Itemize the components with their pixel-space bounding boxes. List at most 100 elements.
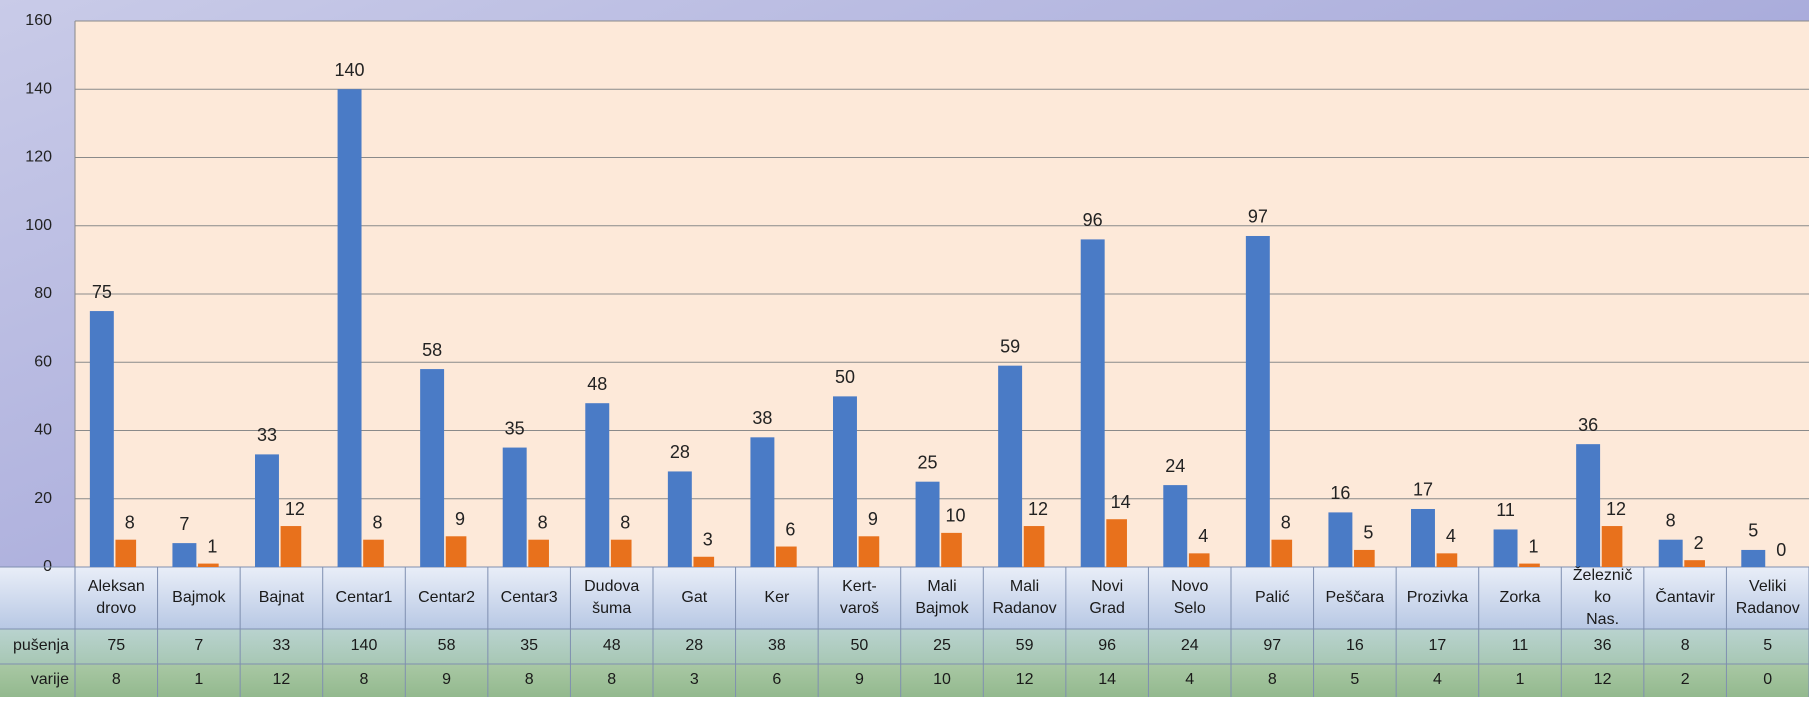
bar	[693, 556, 715, 567]
bar	[750, 437, 775, 567]
table-cell: 6	[772, 671, 781, 688]
x-tick-label: Železnič ko Nas.	[1573, 565, 1633, 628]
data-label: 8	[620, 512, 630, 532]
data-label: 12	[1606, 499, 1626, 519]
data-label: 16	[1330, 483, 1350, 503]
bar	[1436, 553, 1458, 567]
x-tick-label: Novo Selo	[1171, 578, 1208, 617]
table-cell: 25	[933, 637, 951, 654]
bar	[172, 543, 197, 567]
data-label: 48	[587, 374, 607, 394]
data-label: 11	[1496, 500, 1515, 520]
data-label: 12	[285, 499, 305, 519]
y-tick-label: 120	[25, 149, 52, 166]
data-label: 24	[1165, 456, 1185, 476]
data-label: 35	[505, 418, 525, 438]
data-label: 9	[455, 509, 465, 529]
table-header	[0, 567, 1809, 629]
data-label: 2	[1694, 533, 1704, 553]
data-label: 96	[1083, 210, 1103, 230]
bar	[667, 471, 692, 567]
data-label: 5	[1748, 521, 1758, 541]
bar	[1684, 560, 1705, 567]
y-tick-label: 60	[34, 353, 52, 370]
table-cell: 9	[855, 671, 864, 688]
table-row	[0, 664, 1809, 697]
data-label: 14	[1111, 492, 1131, 512]
data-label: 3	[703, 530, 713, 550]
table-cell: 2	[1681, 671, 1690, 688]
bar	[255, 454, 279, 567]
x-tick-label: Mali Bajmok	[915, 578, 969, 617]
bar	[915, 481, 940, 567]
x-tick-label: Kert-varoš	[840, 578, 879, 617]
data-label: 38	[752, 408, 772, 428]
data-label: 50	[835, 367, 855, 387]
table-cell: 1	[194, 671, 203, 688]
bar	[1741, 549, 1766, 567]
data-label: 8	[1281, 512, 1291, 532]
table-cell: 12	[1594, 671, 1612, 688]
bar	[420, 369, 445, 567]
y-tick-label: 40	[34, 422, 52, 439]
bar	[363, 539, 384, 567]
table-cell: 12	[1016, 671, 1034, 688]
data-label: 1	[207, 536, 217, 556]
table-cell: 8	[360, 671, 369, 688]
data-label: 97	[1248, 207, 1268, 227]
table-cell: 8	[112, 671, 121, 688]
x-tick-label: Čantavir	[1655, 587, 1715, 606]
table-cell: 10	[933, 671, 951, 688]
bar	[1023, 526, 1045, 567]
table-cell: 4	[1185, 671, 1194, 688]
x-tick-label: Novi Grad	[1089, 578, 1125, 617]
bar	[502, 447, 527, 567]
table-cell: 12	[273, 671, 291, 688]
x-tick-label: Peščara	[1326, 589, 1385, 606]
data-label: 33	[257, 425, 277, 445]
bar	[89, 311, 114, 567]
bar	[1519, 563, 1540, 567]
data-label: 7	[179, 514, 189, 534]
table-cell: 36	[1594, 637, 1612, 654]
table-cell: 8	[525, 671, 534, 688]
data-label: 6	[785, 519, 795, 539]
table-cell: 48	[603, 637, 621, 654]
x-tick-label: Palić	[1255, 589, 1290, 606]
data-label: 28	[670, 442, 690, 462]
table-cell: 14	[1098, 671, 1116, 688]
table-cell: 50	[851, 637, 869, 654]
table-cell: 28	[685, 637, 703, 654]
table-cell: 33	[273, 637, 291, 654]
bar	[280, 526, 302, 567]
bar	[585, 403, 610, 567]
x-tick-label: Zorka	[1500, 589, 1541, 606]
bar	[445, 536, 467, 567]
bar	[1576, 444, 1601, 567]
x-tick-label: Veliki Radanov	[1736, 578, 1800, 617]
bar	[833, 396, 857, 567]
x-tick-label: Ker	[764, 589, 790, 606]
bar	[610, 539, 632, 567]
x-tick-label: Centar1	[336, 589, 393, 606]
table-cell: 7	[194, 637, 203, 654]
data-label: 5	[1363, 523, 1373, 543]
data-label: 8	[1666, 510, 1676, 530]
bar	[1601, 526, 1623, 567]
table-cell: 75	[107, 637, 125, 654]
row-label: varije	[31, 671, 69, 688]
data-label: 58	[422, 340, 442, 360]
y-tick-label: 160	[25, 12, 52, 29]
x-tick-label: Gat	[681, 589, 707, 606]
bar	[1658, 539, 1683, 567]
table-cell: 8	[1268, 671, 1277, 688]
table-cell: 38	[768, 637, 786, 654]
data-label: 4	[1198, 526, 1208, 546]
x-tick-label: Centar3	[501, 589, 558, 606]
table-row	[0, 629, 1809, 664]
row-label: pušenja	[13, 637, 69, 654]
x-tick-label: Bajmok	[172, 589, 226, 606]
bar	[1080, 239, 1105, 567]
bar	[528, 539, 549, 567]
